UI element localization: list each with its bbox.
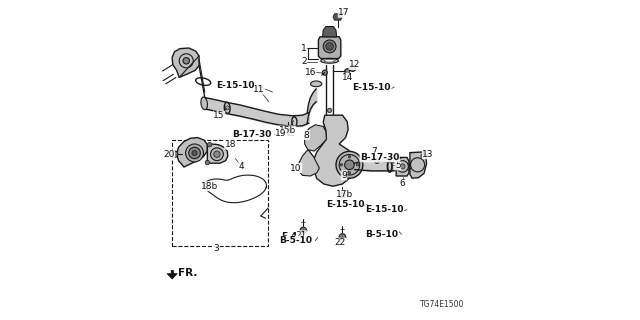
Text: B-17-30: B-17-30: [360, 153, 399, 162]
Circle shape: [400, 164, 405, 169]
Ellipse shape: [310, 81, 322, 87]
Polygon shape: [167, 270, 177, 279]
Ellipse shape: [324, 60, 335, 62]
Polygon shape: [207, 144, 228, 163]
Polygon shape: [177, 138, 207, 167]
Text: E-15-10: E-15-10: [353, 83, 391, 92]
Text: 15b: 15b: [279, 126, 296, 135]
Polygon shape: [323, 27, 337, 37]
Polygon shape: [172, 48, 199, 77]
Circle shape: [323, 70, 328, 75]
Polygon shape: [396, 157, 409, 176]
Text: 7: 7: [372, 147, 377, 156]
Circle shape: [323, 40, 336, 53]
Circle shape: [183, 58, 189, 64]
Polygon shape: [319, 37, 341, 59]
Text: 14: 14: [342, 73, 353, 82]
Text: 9: 9: [341, 171, 347, 180]
Polygon shape: [305, 125, 326, 151]
Circle shape: [189, 147, 200, 159]
Circle shape: [349, 65, 356, 71]
Text: 11: 11: [253, 85, 265, 94]
Text: 16: 16: [305, 68, 316, 76]
Circle shape: [328, 108, 332, 113]
Polygon shape: [410, 152, 427, 178]
Text: 13: 13: [422, 150, 434, 159]
Text: B-5-10: B-5-10: [279, 236, 312, 245]
Text: 8: 8: [304, 131, 309, 140]
Polygon shape: [333, 14, 342, 20]
Circle shape: [356, 164, 359, 166]
Ellipse shape: [321, 59, 339, 63]
Text: E-15-10: E-15-10: [216, 81, 254, 90]
Text: 17b: 17b: [337, 190, 353, 199]
Text: 15: 15: [214, 111, 225, 120]
Text: 6: 6: [400, 179, 405, 188]
Text: 4: 4: [239, 162, 244, 171]
Circle shape: [340, 164, 343, 166]
Text: FR.: FR.: [178, 268, 197, 278]
Circle shape: [339, 234, 346, 240]
Circle shape: [211, 148, 223, 161]
Circle shape: [345, 160, 355, 170]
Ellipse shape: [201, 97, 207, 110]
Text: 18: 18: [225, 140, 236, 149]
Text: 22: 22: [334, 238, 346, 247]
Text: E-15-10: E-15-10: [326, 200, 364, 209]
Text: 17: 17: [339, 8, 349, 17]
Text: E-4: E-4: [281, 232, 297, 241]
Text: 12: 12: [349, 60, 360, 69]
Text: 10: 10: [291, 164, 301, 172]
Text: 2: 2: [301, 57, 307, 66]
Circle shape: [285, 128, 291, 134]
Polygon shape: [314, 115, 355, 186]
Circle shape: [214, 151, 220, 157]
Circle shape: [205, 160, 210, 165]
Circle shape: [375, 159, 380, 164]
Circle shape: [348, 156, 351, 158]
Circle shape: [300, 227, 307, 234]
Text: 3: 3: [213, 244, 219, 253]
Text: 5: 5: [395, 161, 401, 170]
Circle shape: [421, 154, 425, 158]
Text: 19: 19: [275, 129, 287, 138]
Circle shape: [186, 144, 204, 162]
Circle shape: [336, 151, 363, 178]
Text: 1: 1: [301, 44, 307, 52]
Polygon shape: [298, 150, 319, 176]
Circle shape: [340, 193, 345, 198]
Text: 20: 20: [163, 150, 175, 159]
Text: TG74E1500: TG74E1500: [420, 300, 464, 309]
Circle shape: [345, 69, 350, 74]
Circle shape: [207, 142, 212, 147]
Text: 21: 21: [295, 231, 307, 240]
Text: B-17-30: B-17-30: [232, 130, 271, 139]
Circle shape: [348, 172, 351, 174]
Text: 18b: 18b: [201, 182, 218, 191]
Text: B-5-10: B-5-10: [365, 230, 398, 239]
Circle shape: [326, 43, 333, 50]
Circle shape: [192, 150, 197, 156]
Circle shape: [172, 151, 178, 157]
Bar: [172, 140, 268, 246]
Text: E-15-10: E-15-10: [365, 205, 404, 214]
